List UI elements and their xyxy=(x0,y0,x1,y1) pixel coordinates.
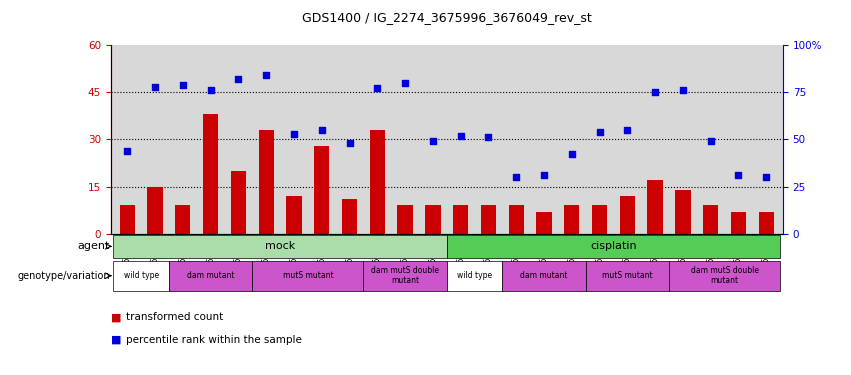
Text: cisplatin: cisplatin xyxy=(590,242,637,251)
Point xyxy=(231,76,245,82)
Bar xyxy=(731,212,746,234)
Text: mutS mutant: mutS mutant xyxy=(283,271,334,280)
Point xyxy=(565,152,579,157)
Bar xyxy=(259,130,274,234)
Bar xyxy=(203,114,218,234)
Point xyxy=(732,172,745,178)
Bar xyxy=(113,261,169,291)
Bar xyxy=(453,206,468,234)
Point xyxy=(426,138,440,144)
Point xyxy=(204,87,218,93)
Point xyxy=(648,89,662,95)
Bar xyxy=(252,261,363,291)
Point xyxy=(343,140,357,146)
Text: GDS1400 / IG_2274_3675996_3676049_rev_st: GDS1400 / IG_2274_3675996_3676049_rev_st xyxy=(302,11,591,24)
Bar xyxy=(669,261,780,291)
Text: wild type: wild type xyxy=(123,271,159,280)
Bar xyxy=(363,261,447,291)
Point xyxy=(537,172,551,178)
Text: transformed count: transformed count xyxy=(126,312,223,322)
Point xyxy=(260,72,273,78)
Point xyxy=(759,174,773,180)
Bar xyxy=(447,235,780,258)
Point xyxy=(482,135,495,141)
Point xyxy=(315,127,328,133)
Text: dam mutant: dam mutant xyxy=(520,271,568,280)
Point xyxy=(148,84,162,90)
Bar xyxy=(509,206,524,234)
Bar xyxy=(620,196,635,234)
Bar xyxy=(147,187,163,234)
Point xyxy=(370,86,384,92)
Bar xyxy=(397,206,413,234)
Bar xyxy=(585,261,669,291)
Bar xyxy=(231,171,246,234)
Text: wild type: wild type xyxy=(457,271,492,280)
Point xyxy=(398,80,412,86)
Point xyxy=(287,131,300,137)
Text: agent: agent xyxy=(77,242,110,251)
Bar xyxy=(286,196,301,234)
Text: percentile rank within the sample: percentile rank within the sample xyxy=(126,335,302,345)
Text: dam mutS double
mutant: dam mutS double mutant xyxy=(690,266,758,285)
Text: dam mutS double
mutant: dam mutS double mutant xyxy=(371,266,439,285)
Bar xyxy=(314,146,329,234)
Bar xyxy=(369,130,385,234)
Bar xyxy=(592,206,608,234)
Bar xyxy=(481,206,496,234)
Text: genotype/variation: genotype/variation xyxy=(18,271,110,281)
Text: ■: ■ xyxy=(111,312,121,322)
Text: mutS mutant: mutS mutant xyxy=(602,271,653,280)
Bar xyxy=(342,199,357,234)
Bar xyxy=(703,206,718,234)
Point xyxy=(620,127,634,133)
Point xyxy=(704,138,717,144)
Bar xyxy=(426,206,441,234)
Text: mock: mock xyxy=(265,242,295,251)
Bar xyxy=(502,261,585,291)
Bar xyxy=(536,212,551,234)
Point xyxy=(510,174,523,180)
Bar xyxy=(113,235,447,258)
Bar xyxy=(447,261,502,291)
Bar xyxy=(758,212,774,234)
Bar xyxy=(564,206,580,234)
Point xyxy=(593,129,607,135)
Point xyxy=(454,133,467,139)
Point xyxy=(676,87,689,93)
Text: dam mutant: dam mutant xyxy=(187,271,234,280)
Bar xyxy=(120,206,135,234)
Point xyxy=(176,82,190,88)
Bar xyxy=(169,261,252,291)
Bar xyxy=(175,206,191,234)
Text: ■: ■ xyxy=(111,335,121,345)
Bar xyxy=(648,180,663,234)
Point xyxy=(121,148,134,154)
Bar xyxy=(676,190,690,234)
